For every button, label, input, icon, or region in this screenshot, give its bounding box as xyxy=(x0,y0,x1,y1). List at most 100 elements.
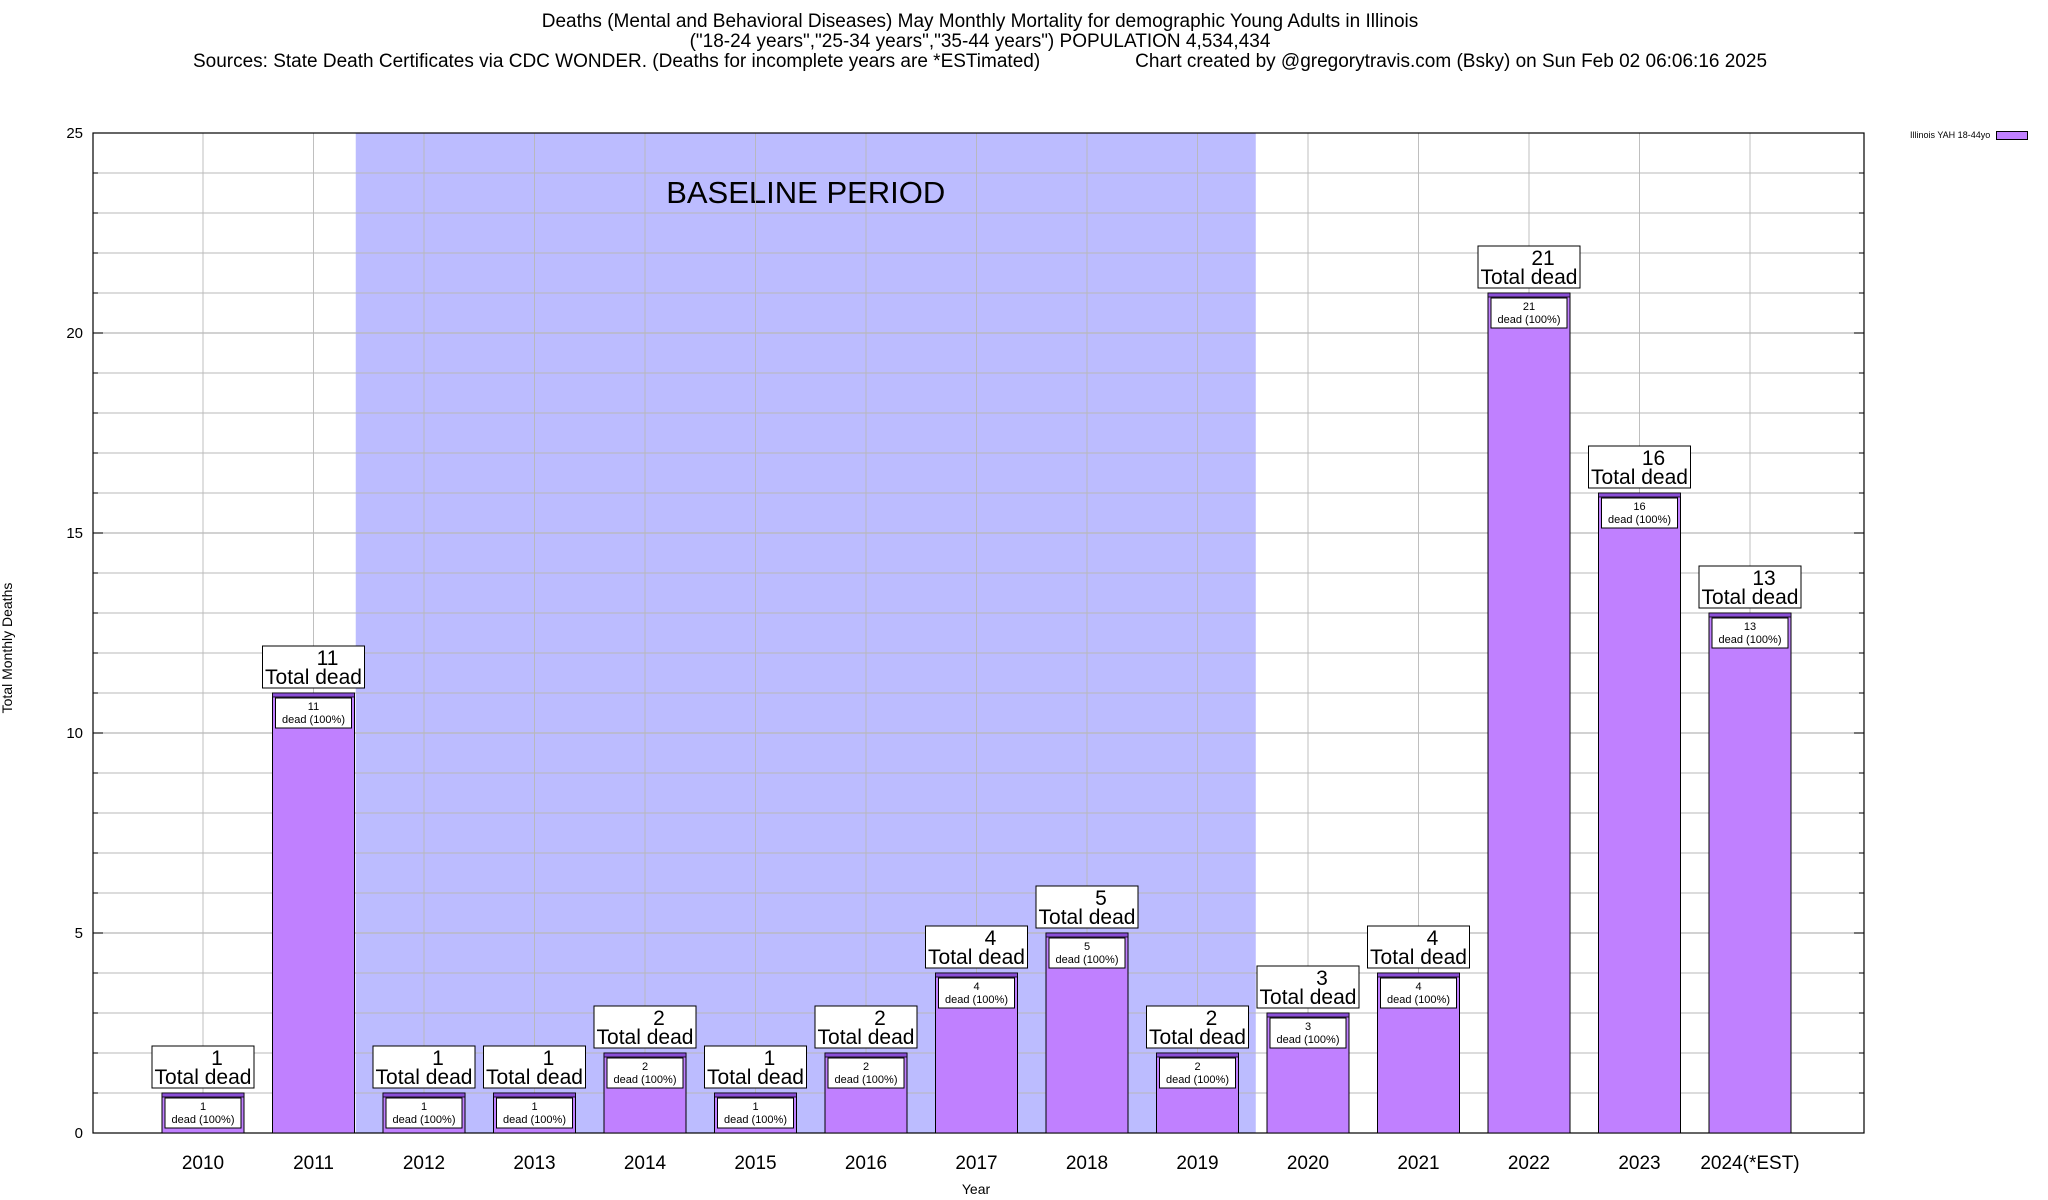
total-label-box xyxy=(372,1045,476,1089)
total-label-box xyxy=(262,645,365,689)
total-label-value: 2 xyxy=(874,1007,886,1030)
bar-top-segment xyxy=(1156,1052,1239,1058)
inner-label-text: dead (100%) xyxy=(1277,1034,1340,1046)
total-label-box xyxy=(1367,925,1470,969)
legend-label: Illinois YAH 18-44yo xyxy=(1910,130,1991,140)
total-label-text: Total dead xyxy=(707,1066,804,1089)
chart-title: Deaths (Mental and Behavioral Diseases) … xyxy=(541,11,1419,32)
total-label-value: 1 xyxy=(211,1047,223,1070)
total-label-value: 4 xyxy=(1427,927,1439,950)
inner-label-value: 2 xyxy=(1194,1061,1200,1073)
x-tick-label: 2016 xyxy=(845,1153,887,1174)
bar-top-segment xyxy=(1377,972,1460,978)
y-tick-label: 5 xyxy=(75,925,83,942)
bar-top-segment xyxy=(493,1092,576,1098)
y-tick-label: 15 xyxy=(66,525,83,542)
inner-label-value: 13 xyxy=(1744,621,1756,633)
total-label-box xyxy=(1146,1005,1249,1049)
inner-label-box xyxy=(164,1097,242,1129)
total-label-text: Total dead xyxy=(1260,986,1357,1009)
bar-top-segment xyxy=(714,1092,797,1098)
inner-label-text: dead (100%) xyxy=(724,1114,787,1126)
bar-top-segment xyxy=(161,1092,245,1098)
x-tick-label: 2017 xyxy=(955,1153,997,1174)
total-label-value: 2 xyxy=(653,1007,665,1030)
inner-label-value: 11 xyxy=(308,701,319,713)
chart-sources: Sources: State Death Certificates via CD… xyxy=(192,51,1041,72)
inner-label-value: 1 xyxy=(421,1101,427,1113)
x-tick-label: 2010 xyxy=(182,1153,224,1174)
inner-label-value: 1 xyxy=(531,1101,537,1113)
total-label-text: Total dead xyxy=(1039,906,1136,929)
total-label-box xyxy=(704,1045,807,1089)
bar-top-segment xyxy=(272,692,355,698)
inner-label-text: dead (100%) xyxy=(835,1074,898,1086)
bar-top-segment xyxy=(1598,492,1681,498)
total-label-box xyxy=(593,1005,697,1049)
y-tick-label: 10 xyxy=(66,725,83,742)
inner-label-text: dead (100%) xyxy=(614,1074,677,1086)
x-tick-label: 2021 xyxy=(1397,1153,1439,1174)
total-label-value: 16 xyxy=(1642,447,1665,470)
inner-label-value: 1 xyxy=(200,1101,206,1113)
baseline-period-label: BASELINE PERIOD xyxy=(666,175,945,210)
total-label-value: 3 xyxy=(1316,967,1328,990)
inner-label-text: dead (100%) xyxy=(503,1114,566,1126)
bar xyxy=(1708,612,1792,1134)
x-tick-label: 2015 xyxy=(734,1153,776,1174)
inner-label-text: dead (100%) xyxy=(1387,994,1450,1006)
x-axis-label: Year xyxy=(961,1181,991,1197)
inner-label-box xyxy=(275,697,352,729)
x-tick-label: 2011 xyxy=(293,1153,334,1174)
total-label-text: Total dead xyxy=(486,1066,583,1089)
total-label-value: 2 xyxy=(1206,1007,1218,1030)
bar-top-segment xyxy=(1487,292,1571,298)
y-tick-label: 20 xyxy=(66,325,83,342)
inner-label-value: 4 xyxy=(973,981,979,993)
inner-label-text: dead (100%) xyxy=(172,1114,235,1126)
total-label-value: 21 xyxy=(1531,247,1554,270)
chart-credit: Chart created by @gregorytravis.com (Bsk… xyxy=(1135,51,1768,72)
inner-label-box xyxy=(938,977,1015,1009)
total-label-value: 4 xyxy=(985,927,997,950)
x-tick-label: 2024(*EST) xyxy=(1700,1153,1799,1174)
inner-label-box xyxy=(1159,1057,1236,1089)
y-tick-label: 0 xyxy=(75,1125,83,1142)
x-tick-label: 2022 xyxy=(1508,1153,1550,1174)
inner-label-value: 16 xyxy=(1633,501,1645,513)
inner-label-value: 2 xyxy=(642,1061,648,1073)
inner-label-value: 5 xyxy=(1084,941,1090,953)
total-label-box xyxy=(925,925,1028,969)
inner-label-box xyxy=(385,1097,463,1129)
total-label-value: 1 xyxy=(764,1047,776,1070)
total-label-value: 11 xyxy=(317,647,339,670)
total-label-box xyxy=(1698,565,1802,609)
x-tick-label: 2020 xyxy=(1287,1153,1329,1174)
inner-label-text: dead (100%) xyxy=(1498,314,1561,326)
x-tick-label: 2013 xyxy=(513,1153,555,1174)
total-label-value: 13 xyxy=(1752,567,1775,590)
x-tick-label: 2014 xyxy=(624,1153,667,1174)
total-label-value: 1 xyxy=(543,1047,555,1070)
bar-top-segment xyxy=(1708,612,1792,618)
total-label-text: Total dead xyxy=(1591,466,1688,489)
inner-label-box xyxy=(1380,977,1457,1009)
chart-title-block: Deaths (Mental and Behavioral Diseases) … xyxy=(0,12,1960,72)
inner-label-box xyxy=(1711,617,1789,649)
inner-label-value: 1 xyxy=(752,1101,758,1113)
total-label-box xyxy=(814,1005,918,1049)
x-tick-label: 2023 xyxy=(1618,1153,1660,1174)
total-label-box xyxy=(151,1045,255,1089)
bar-top-segment xyxy=(1266,1012,1350,1018)
total-label-text: Total dead xyxy=(1149,1026,1246,1049)
y-tick-label: 25 xyxy=(66,125,83,142)
inner-label-box xyxy=(717,1097,794,1129)
bar-top-segment xyxy=(1045,932,1129,938)
chart-subtitle: ("18-24 years","25-34 years","35-44 year… xyxy=(689,31,1271,52)
x-tick-label: 2018 xyxy=(1066,1153,1108,1174)
x-tick-label: 2019 xyxy=(1176,1153,1218,1174)
inner-label-box xyxy=(606,1057,684,1089)
total-label-value: 5 xyxy=(1095,887,1107,910)
total-label-text: Total dead xyxy=(1481,266,1578,289)
